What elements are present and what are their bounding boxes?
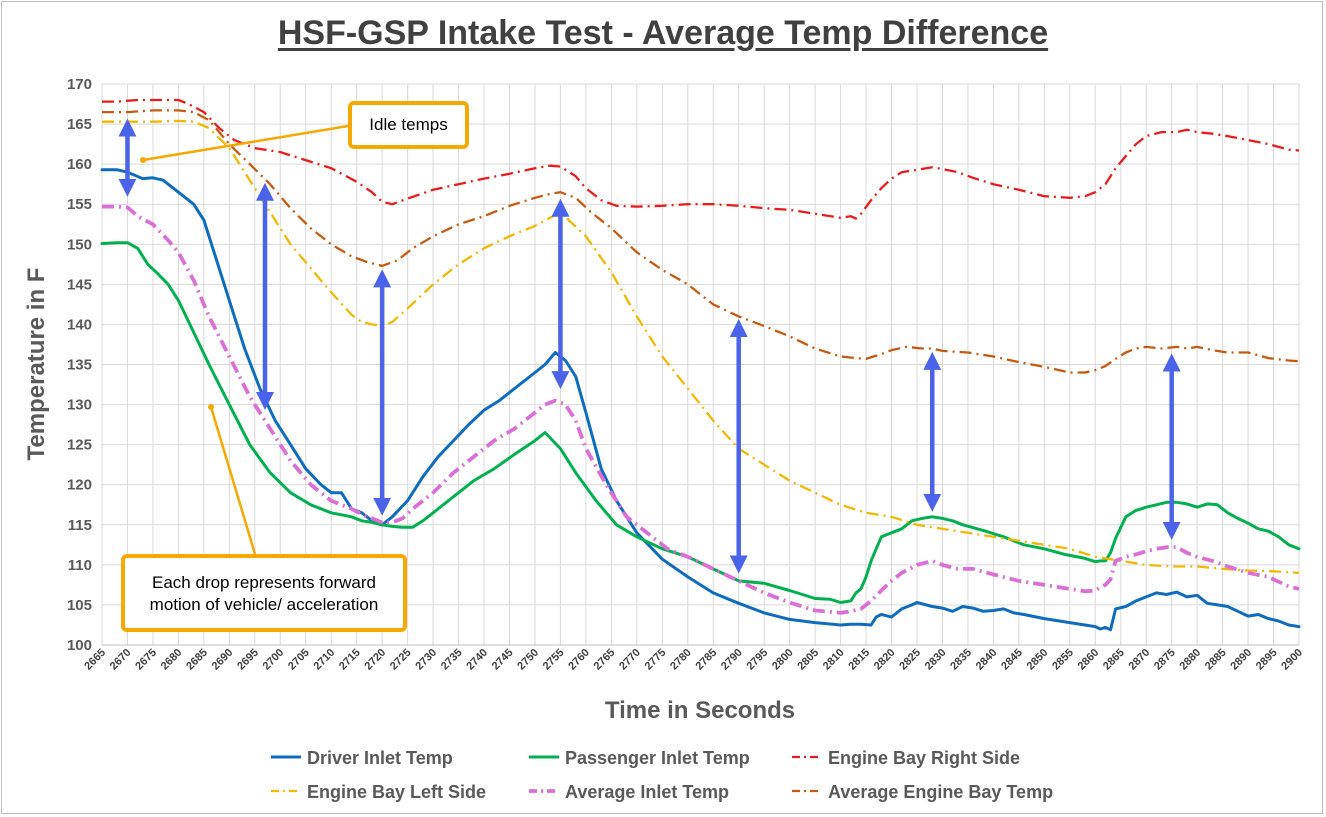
series-line-passenger-inlet-temp <box>100 241 1301 604</box>
series-line-engine-bay-right-side <box>102 98 1300 220</box>
x-tick-label: 2705 <box>286 647 312 673</box>
x-tick-label: 2745 <box>490 647 516 673</box>
y-axis-label: Temperature in F <box>23 268 50 461</box>
y-tick-label: 170 <box>67 76 92 93</box>
y-tick-label: 115 <box>68 517 92 534</box>
y-tick-label: 165 <box>67 116 92 133</box>
y-tick-label: 110 <box>68 557 92 574</box>
x-tick-label: 2750 <box>515 647 541 673</box>
legend-label-driver-inlet-temp: Driver Inlet Temp <box>307 748 453 768</box>
chart-title-text: HSF-GSP Intake Test - Average Temp Diffe… <box>277 14 1049 52</box>
y-tick-label: 125 <box>67 437 92 454</box>
legend-label-passenger-inlet-temp: Passenger Inlet Temp <box>565 748 750 768</box>
x-tick-label: 2670 <box>108 647 134 673</box>
x-tick-label: 2735 <box>439 647 465 673</box>
x-tick-label: 2770 <box>617 647 643 673</box>
x-tick-label: 2760 <box>566 647 592 673</box>
x-tick-label: 2830 <box>923 647 949 673</box>
idle-callout-dot <box>140 157 146 163</box>
acceleration-callout: Each drop represents forward motion of v… <box>121 554 407 632</box>
y-tick-label: 160 <box>67 156 92 173</box>
x-tick-label: 2875 <box>1152 647 1178 673</box>
y-tick-label: 120 <box>67 477 92 494</box>
x-tick-label: 2890 <box>1228 647 1254 673</box>
x-tick-label: 2860 <box>1076 647 1102 673</box>
x-tick-label: 2775 <box>643 647 669 673</box>
series-line-average-engine-bay-temp <box>102 109 1300 374</box>
x-tick-label: 2755 <box>541 647 567 673</box>
x-tick-label: 2730 <box>413 647 439 673</box>
x-tick-label: 2820 <box>872 647 898 673</box>
x-tick-label: 2815 <box>846 647 872 673</box>
idle-callout-leader <box>142 124 349 162</box>
x-tick-label: 2790 <box>719 647 745 673</box>
x-tick-label: 2675 <box>133 647 159 673</box>
y-tick-label: 135 <box>67 357 92 374</box>
y-tick-label: 105 <box>67 597 92 614</box>
x-tick-label: 2900 <box>1279 647 1305 673</box>
x-tick-label: 2720 <box>362 647 388 673</box>
legend-label-average-inlet-temp: Average Inlet Temp <box>565 782 729 802</box>
x-tick-label: 2785 <box>694 647 720 673</box>
x-tick-label: 2680 <box>159 647 185 673</box>
x-tick-label: 2835 <box>948 647 974 673</box>
x-axis-label: Time in Seconds <box>605 697 795 724</box>
x-tick-label: 2865 <box>1101 647 1127 673</box>
legend-label-average-engine-bay-temp: Average Engine Bay Temp <box>828 782 1053 802</box>
x-tick-label: 2845 <box>999 647 1025 673</box>
x-tick-label: 2850 <box>1025 647 1051 673</box>
legend-label-engine-bay-left-side: Engine Bay Left Side <box>307 782 486 802</box>
x-tick-label: 2765 <box>592 647 618 673</box>
x-tick-label: 2800 <box>770 647 796 673</box>
y-tick-label: 145 <box>67 276 92 293</box>
y-tick-label: 150 <box>67 236 92 253</box>
x-tick-label: 2710 <box>312 647 338 673</box>
y-tick-label: 140 <box>67 316 92 333</box>
chart-title: HSF-GSP Intake Test - Average Temp Diffe… <box>0 14 1326 53</box>
legend: Driver Inlet Temp Passenger Inlet Temp Eng… <box>271 748 1053 802</box>
y-tick-label: 130 <box>67 397 92 414</box>
x-tick-label: 2685 <box>184 647 210 673</box>
series-line-average-inlet-temp <box>102 204 1300 615</box>
x-tick-label: 2880 <box>1177 647 1203 673</box>
drop-callout-leader <box>209 406 257 555</box>
drop-callout-dot <box>208 404 214 410</box>
x-tick-label: 2740 <box>464 647 490 673</box>
x-tick-label: 2840 <box>974 647 1000 673</box>
series-line-driver-inlet-temp <box>100 168 1301 632</box>
x-tick-label: 2855 <box>1050 647 1076 673</box>
x-tick-label: 2810 <box>821 647 847 673</box>
series-line-engine-bay-left-side <box>102 119 1300 575</box>
y-tick-label: 100 <box>67 637 92 654</box>
y-tick-label: 155 <box>67 196 92 213</box>
x-tick-label: 2825 <box>897 647 923 673</box>
x-tick-label: 2700 <box>261 647 287 673</box>
x-tick-label: 2725 <box>388 647 414 673</box>
x-tick-label: 2690 <box>210 647 236 673</box>
x-tick-label: 2780 <box>668 647 694 673</box>
x-tick-label: 2870 <box>1127 647 1153 673</box>
legend-label-engine-bay-right-side: Engine Bay Right Side <box>828 748 1020 768</box>
x-tick-label: 2715 <box>337 647 363 673</box>
idle-temps-callout: Idle temps <box>348 101 469 149</box>
x-tick-label: 2885 <box>1203 647 1229 673</box>
x-tick-label: 2895 <box>1254 647 1280 673</box>
x-tick-label: 2695 <box>235 647 261 673</box>
x-tick-label: 2795 <box>744 647 770 673</box>
x-tick-label: 2805 <box>795 647 821 673</box>
